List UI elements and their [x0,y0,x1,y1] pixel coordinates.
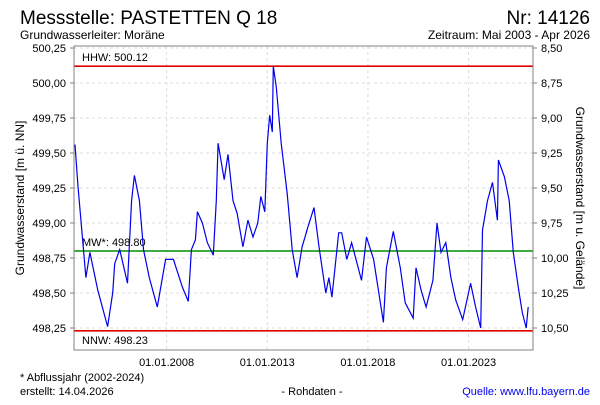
y-tick-label: 500,00 [32,78,66,90]
x-tick-label: 01.01.2023 [441,357,496,369]
y2-tick-label: 8,50 [541,43,562,55]
y-axis-right: 8,50 8,75 9,00 9,25 9,50 9,75 10,00 10,25 10,50 [533,43,569,335]
y2-tick-label: 8,75 [541,78,562,90]
y2-tick-label: 9,00 [541,113,562,125]
reference-lines: HHW: 500.12 MW*: 498.80 NNW: 498.23 [74,52,533,347]
x-axis: 01.01.2008 01.01.2013 01.01.2018 01.01.2023 [139,357,496,369]
reference-line-label: HHW: 500.12 [82,52,148,64]
y-tick-label: 499,50 [32,148,66,160]
y-tick-label: 498,25 [32,323,66,335]
plot-frame [73,45,534,351]
y2-axis-label: Grundwasserstand [m u. Gelände] [573,107,587,290]
y2-tick-label: 10,25 [541,288,569,300]
groundwater-series-line [74,66,529,329]
x-tick-label: 01.01.2013 [240,357,295,369]
reference-line-label: MW*: 498.80 [82,237,146,249]
y-axis-label: Grundwasserstand [m ü. NN] [13,121,27,276]
y2-tick-label: 9,75 [541,218,562,230]
x-tick-label: 01.01.2008 [139,357,194,369]
x-tick-label: 01.01.2018 [340,357,395,369]
y2-tick-label: 9,25 [541,148,562,160]
source-link[interactable]: Quelle: www.lfu.bayern.de [462,386,590,398]
reference-line-label: NNW: 498.23 [82,335,148,347]
y-tick-label: 499,75 [32,113,66,125]
created-date: erstellt: 14.04.2026 [20,386,114,398]
grid [74,46,533,350]
y-axis-left: 500,25 500,00 499,75 499,50 499,25 499,00 498,… [32,43,74,335]
aquifer-label: Grundwasserleiter: Moräne [20,28,165,42]
y-tick-label: 500,25 [32,43,66,55]
y2-tick-label: 10,50 [541,323,569,335]
station-title: Messstelle: PASTETTEN Q 18 [20,8,277,29]
station-number: Nr: 14126 [507,8,590,29]
period-label: Zeitraum: Mai 2003 - Apr 2026 [428,28,590,42]
y2-tick-label: 10,00 [541,253,569,265]
y-tick-label: 499,25 [32,183,66,195]
data-type-label: - Rohdaten - [281,386,342,398]
footnote: * Abflussjahr (2002-2024) [20,372,144,384]
y-tick-label: 499,00 [32,218,66,230]
y-tick-label: 498,75 [32,253,66,265]
y-tick-label: 498,50 [32,288,66,300]
y2-tick-label: 9,50 [541,183,562,195]
